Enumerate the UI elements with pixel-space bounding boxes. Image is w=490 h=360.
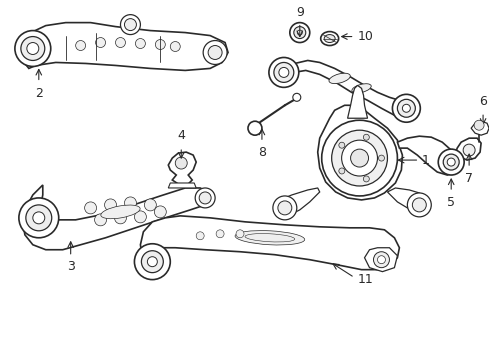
Polygon shape [456, 138, 481, 160]
Ellipse shape [352, 84, 371, 93]
Circle shape [95, 214, 106, 226]
Polygon shape [141, 216, 399, 275]
Circle shape [402, 104, 410, 112]
Circle shape [269, 58, 299, 87]
Polygon shape [23, 185, 212, 250]
Text: 5: 5 [447, 196, 455, 209]
Circle shape [274, 62, 294, 82]
Ellipse shape [101, 205, 140, 219]
Circle shape [26, 205, 52, 231]
Circle shape [208, 45, 222, 59]
Circle shape [350, 149, 368, 167]
Text: 3: 3 [67, 260, 74, 273]
Polygon shape [168, 183, 196, 188]
Circle shape [397, 99, 416, 117]
Circle shape [19, 198, 59, 238]
Circle shape [279, 67, 289, 77]
Polygon shape [280, 60, 415, 118]
Polygon shape [397, 136, 459, 175]
Circle shape [216, 230, 224, 238]
Circle shape [27, 42, 39, 54]
Ellipse shape [245, 234, 295, 242]
Text: 6: 6 [479, 95, 487, 108]
Ellipse shape [235, 230, 305, 245]
Polygon shape [168, 152, 196, 184]
Circle shape [339, 168, 345, 174]
Text: 8: 8 [258, 146, 266, 159]
Circle shape [96, 37, 105, 48]
Circle shape [407, 193, 431, 217]
Circle shape [339, 142, 345, 148]
Circle shape [175, 157, 187, 169]
Polygon shape [365, 248, 397, 272]
Circle shape [278, 201, 292, 215]
Circle shape [443, 154, 459, 170]
Circle shape [342, 140, 377, 176]
Circle shape [145, 199, 156, 211]
Polygon shape [471, 121, 489, 135]
Circle shape [116, 37, 125, 48]
Circle shape [147, 257, 157, 267]
Polygon shape [318, 105, 402, 200]
Text: 10: 10 [358, 30, 373, 43]
Ellipse shape [324, 35, 335, 42]
Polygon shape [21, 23, 228, 71]
Circle shape [196, 232, 204, 240]
Circle shape [124, 197, 136, 209]
Circle shape [154, 206, 166, 218]
Circle shape [373, 252, 390, 268]
Circle shape [438, 149, 464, 175]
Circle shape [121, 15, 141, 35]
Circle shape [33, 212, 45, 224]
Circle shape [413, 198, 426, 212]
Circle shape [248, 121, 262, 135]
Circle shape [135, 39, 146, 49]
Text: 9: 9 [296, 6, 304, 19]
Text: 4: 4 [177, 129, 185, 142]
Circle shape [332, 130, 388, 186]
Circle shape [378, 155, 385, 161]
Circle shape [155, 40, 165, 50]
Circle shape [364, 176, 369, 182]
Text: 11: 11 [358, 273, 373, 286]
Circle shape [293, 93, 301, 101]
Circle shape [134, 244, 171, 280]
Circle shape [463, 144, 475, 156]
Circle shape [124, 19, 136, 31]
Circle shape [290, 23, 310, 42]
Circle shape [364, 134, 369, 140]
Polygon shape [278, 188, 319, 215]
Circle shape [199, 192, 211, 204]
Circle shape [474, 120, 484, 130]
Circle shape [236, 230, 244, 238]
Circle shape [104, 199, 117, 211]
Circle shape [392, 94, 420, 122]
Circle shape [85, 202, 97, 214]
Circle shape [447, 158, 455, 166]
Circle shape [15, 31, 51, 67]
Ellipse shape [321, 32, 339, 45]
Polygon shape [347, 85, 368, 118]
Circle shape [322, 120, 397, 196]
Circle shape [142, 251, 163, 273]
Circle shape [21, 37, 45, 60]
Circle shape [195, 188, 215, 208]
Text: 7: 7 [465, 172, 473, 185]
Circle shape [115, 212, 126, 224]
Circle shape [377, 256, 386, 264]
Circle shape [134, 211, 147, 223]
Circle shape [171, 41, 180, 51]
Circle shape [75, 41, 86, 50]
Circle shape [297, 30, 302, 35]
Circle shape [203, 41, 227, 64]
Text: 2: 2 [35, 87, 43, 100]
Ellipse shape [329, 73, 350, 84]
Circle shape [273, 196, 297, 220]
Polygon shape [388, 188, 424, 210]
Circle shape [294, 27, 306, 39]
Text: 1: 1 [421, 154, 429, 167]
